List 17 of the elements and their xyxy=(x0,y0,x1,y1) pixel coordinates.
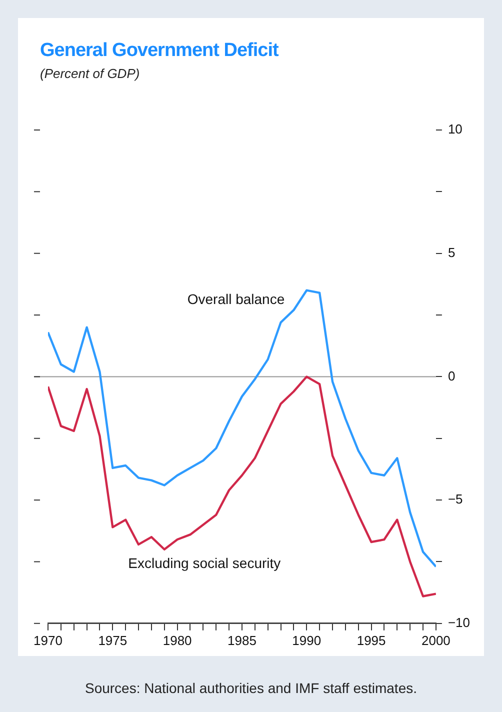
y-tick-label: 0 xyxy=(448,368,456,384)
x-tick-label: 1970 xyxy=(34,632,62,648)
x-tick-label: 1990 xyxy=(292,632,322,648)
chart-subtitle: (Percent of GDP) xyxy=(40,66,140,81)
chart-title: General Government Deficit xyxy=(40,40,278,62)
y-tick-label: −10 xyxy=(448,614,470,630)
x-tick-label: 1980 xyxy=(162,632,192,648)
x-tick-label: 1975 xyxy=(98,632,128,648)
series-label: Excluding social security xyxy=(128,555,281,572)
x-tick-label: 1995 xyxy=(356,632,386,648)
y-tick-label: 5 xyxy=(448,244,456,260)
x-tick-label: 2000 xyxy=(421,632,450,648)
y-tick-label: −5 xyxy=(448,492,463,507)
x-tick-label: 1985 xyxy=(228,632,256,648)
source-note: Sources: National authorities and IMF staff estimates. xyxy=(84,680,418,696)
series-label: Overall balance xyxy=(187,291,285,308)
y-tick-label: 10 xyxy=(448,122,462,137)
